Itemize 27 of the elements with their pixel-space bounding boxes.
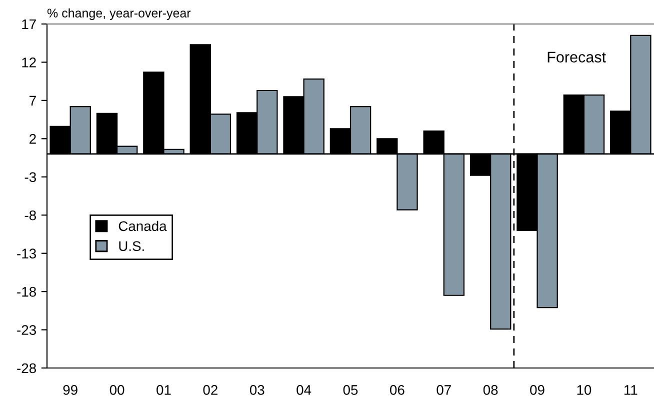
x-tick-label: 09 (530, 385, 544, 395)
x-tick-label: 06 (390, 385, 404, 395)
y-tick-label: -18 (17, 286, 36, 297)
y-tick-label: 12 (22, 58, 36, 68)
x-tick-label: 10 (577, 385, 592, 395)
y-tick-label: 7 (30, 96, 36, 106)
x-tick-label: 11 (624, 385, 638, 395)
x-tick-label: 04 (296, 385, 312, 395)
x-tick-label: 07 (436, 385, 451, 395)
y-axis-title: % change, year-over-year (47, 8, 191, 20)
y-tick-label: 17 (22, 19, 36, 30)
y-tick-label: -28 (17, 363, 36, 374)
legend-label: Canada (118, 220, 167, 232)
y-tick-label: -23 (17, 325, 36, 335)
x-tick-label: 01 (156, 385, 171, 395)
x-tick-label: 08 (483, 385, 498, 395)
y-tick-label: -13 (17, 248, 36, 259)
annotation: Forecast (548, 52, 606, 62)
x-tick-label: 99 (63, 385, 78, 395)
x-tick-label: 02 (203, 385, 218, 395)
legend-label: U.S. (119, 241, 144, 252)
y-tick-label: -3 (24, 172, 36, 182)
x-tick-label: 05 (343, 385, 358, 395)
x-tick-label: 03 (250, 385, 264, 395)
x-tick-label: 00 (110, 385, 124, 395)
y-tick-label: -8 (24, 210, 36, 220)
y-tick-label: 2 (30, 134, 36, 144)
